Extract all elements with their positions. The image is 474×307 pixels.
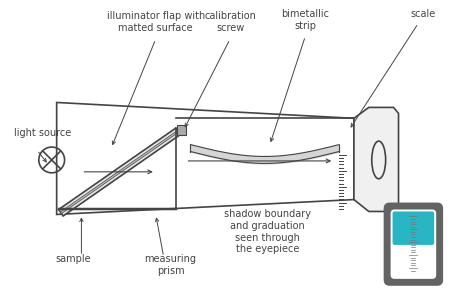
Text: calibration
screw: calibration screw xyxy=(204,11,256,33)
Text: light source: light source xyxy=(14,128,71,138)
Text: sample: sample xyxy=(55,254,91,264)
FancyBboxPatch shape xyxy=(391,209,436,279)
Polygon shape xyxy=(59,128,180,216)
Text: bimetallic
strip: bimetallic strip xyxy=(282,9,329,31)
Bar xyxy=(176,125,186,135)
Polygon shape xyxy=(354,107,399,212)
Text: shadow boundary
and graduation
seen through
the eyepiece: shadow boundary and graduation seen thro… xyxy=(224,209,311,254)
FancyBboxPatch shape xyxy=(383,203,443,286)
Text: measuring
prism: measuring prism xyxy=(145,254,197,276)
Polygon shape xyxy=(60,131,178,214)
Text: scale: scale xyxy=(410,9,436,19)
Bar xyxy=(394,213,432,243)
FancyBboxPatch shape xyxy=(392,212,434,245)
Text: illuminator flap with
matted surface: illuminator flap with matted surface xyxy=(107,11,205,33)
